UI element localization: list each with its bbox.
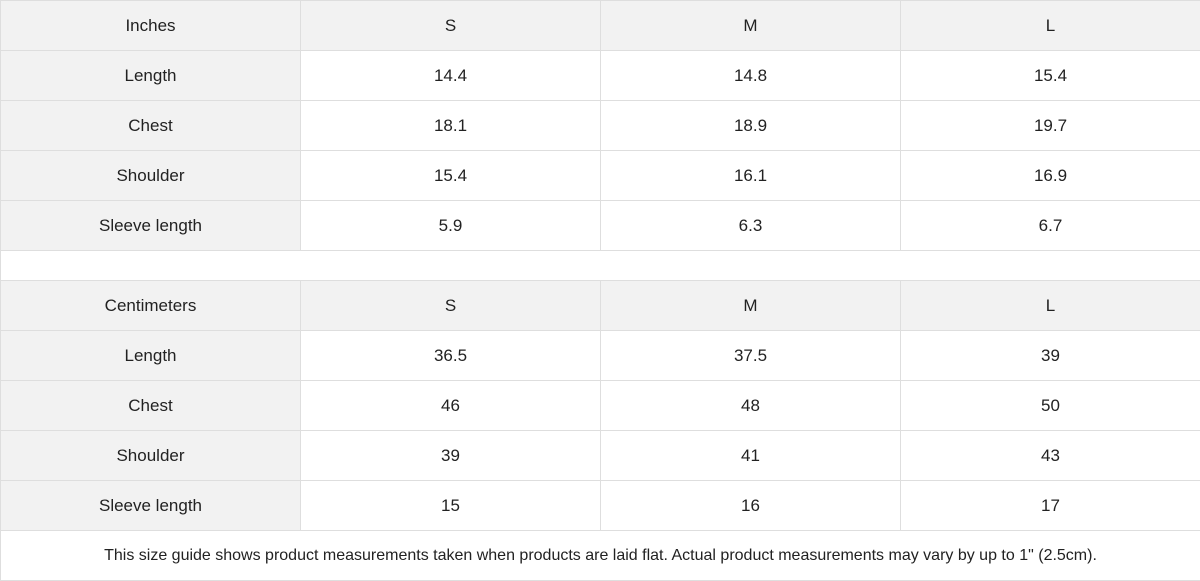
measurement-value: 6.3 [601,201,901,251]
size-header: L [901,281,1200,331]
measurement-value: 16.1 [601,151,901,201]
measurement-value: 36.5 [301,331,601,381]
size-header: S [301,281,601,331]
measurement-value: 37.5 [601,331,901,381]
measurement-value: 46 [301,381,601,431]
footnote-text: This size guide shows product measuremen… [1,531,1200,581]
measurement-value: 15 [301,481,601,531]
measurement-value: 41 [601,431,901,481]
measurement-value: 14.4 [301,51,601,101]
measurement-value: 18.1 [301,101,601,151]
measurement-label: Chest [1,381,301,431]
measurement-label: Length [1,51,301,101]
footnote-row: This size guide shows product measuremen… [1,531,1200,581]
measurement-label: Sleeve length [1,201,301,251]
size-header: M [601,1,901,51]
spacer-row [1,251,1200,281]
measurement-value: 5.9 [301,201,601,251]
measurement-label: Shoulder [1,151,301,201]
measurement-value: 16 [601,481,901,531]
measurement-value: 39 [301,431,601,481]
measurement-label: Chest [1,101,301,151]
measurement-value: 15.4 [301,151,601,201]
measurement-value: 6.7 [901,201,1200,251]
measurement-value: 39 [901,331,1200,381]
measurement-value: 17 [901,481,1200,531]
size-header: M [601,281,901,331]
measurement-value: 19.7 [901,101,1200,151]
unit-header: Inches [1,1,301,51]
measurement-label: Sleeve length [1,481,301,531]
unit-header: Centimeters [1,281,301,331]
measurement-value: 14.8 [601,51,901,101]
measurement-value: 16.9 [901,151,1200,201]
measurement-value: 18.9 [601,101,901,151]
size-header: S [301,1,601,51]
measurement-value: 15.4 [901,51,1200,101]
measurement-label: Shoulder [1,431,301,481]
size-header: L [901,1,1200,51]
measurement-value: 48 [601,381,901,431]
spacer-cell [1,251,1200,281]
measurement-value: 43 [901,431,1200,481]
measurement-value: 50 [901,381,1200,431]
measurement-label: Length [1,331,301,381]
